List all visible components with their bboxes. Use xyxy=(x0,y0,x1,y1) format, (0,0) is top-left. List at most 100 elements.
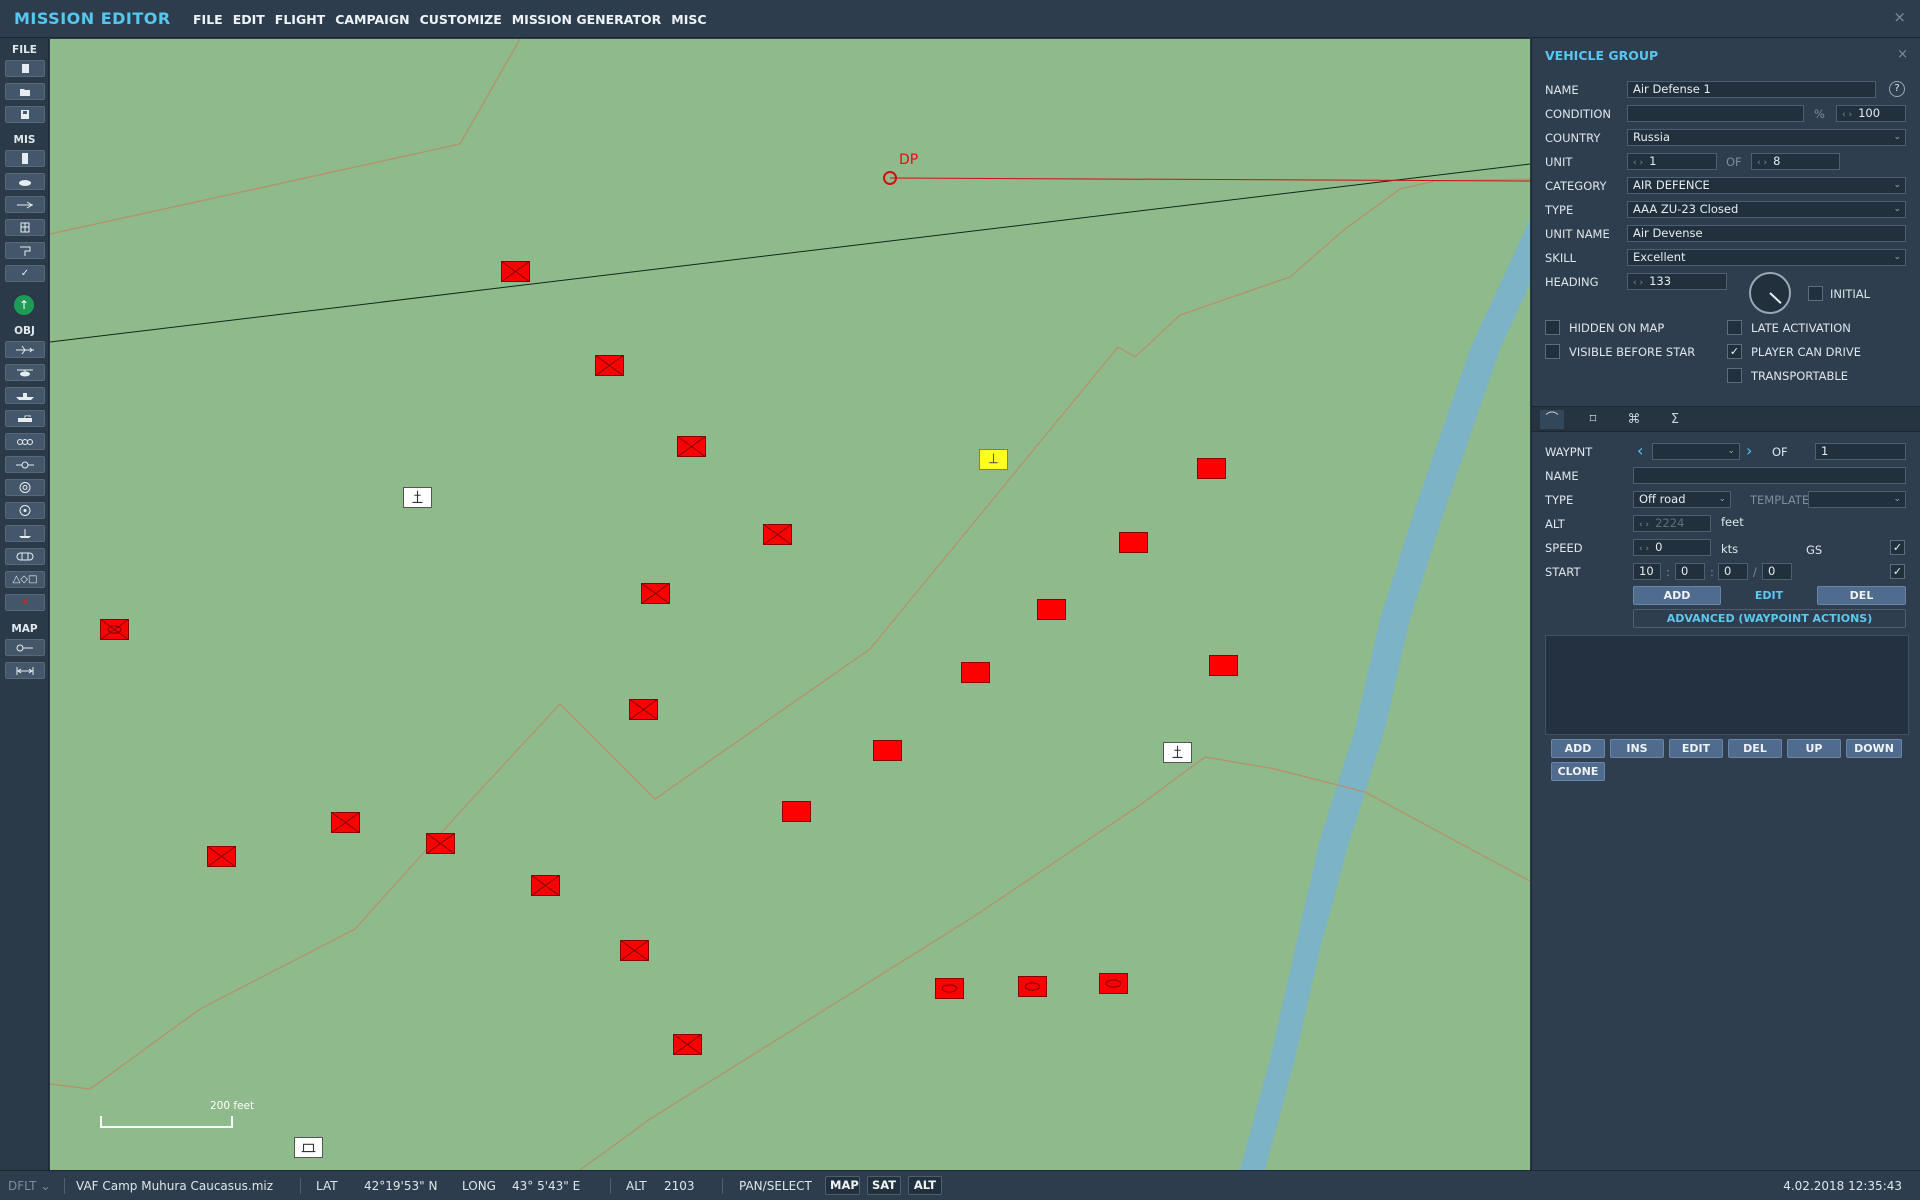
menu-flight[interactable]: FLIGHT xyxy=(274,12,326,27)
action-clone-button[interactable]: CLONE xyxy=(1551,762,1605,781)
static-object-marker[interactable] xyxy=(1163,742,1192,763)
enemy-unit-marker[interactable] xyxy=(961,662,990,683)
waypoint-select[interactable]: ⌄ xyxy=(1652,443,1740,460)
gs-checkbox[interactable]: ✓ xyxy=(1890,540,1905,555)
static-object-icon[interactable] xyxy=(5,433,45,450)
triggered-actions-icon[interactable]: ⌑ xyxy=(1589,412,1597,427)
save-file-icon[interactable] xyxy=(5,106,45,123)
unit-total-stepper[interactable]: ‹ › 8 xyxy=(1751,153,1840,170)
map-options-icon[interactable] xyxy=(5,639,45,656)
alt-mode-button[interactable]: ALT xyxy=(908,1176,942,1195)
payload-icon[interactable]: ⌘ xyxy=(1627,412,1641,427)
country-select[interactable]: Russia ⌄ xyxy=(1627,129,1906,146)
waypoint-type-select[interactable]: Off road ⌄ xyxy=(1633,491,1731,508)
start-hour-input[interactable]: 0 xyxy=(1675,563,1705,580)
open-file-icon[interactable] xyxy=(5,83,45,100)
start-minute-input[interactable]: 0 xyxy=(1718,563,1748,580)
sat-mode-button[interactable]: SAT xyxy=(867,1176,901,1195)
unit-stepper[interactable]: ‹ › 1 xyxy=(1627,153,1717,170)
ship-icon[interactable] xyxy=(5,387,45,404)
route-icon[interactable]: ⌒ xyxy=(1540,410,1564,429)
enemy-unit-marker[interactable] xyxy=(426,833,455,854)
helicopter-icon[interactable] xyxy=(5,364,45,381)
menu-file[interactable]: FILE xyxy=(193,12,223,27)
condition-percent-stepper[interactable]: ‹ › 100 xyxy=(1836,105,1906,122)
enemy-unit-marker[interactable] xyxy=(1119,532,1148,553)
map-mode-button[interactable]: MAP xyxy=(825,1176,860,1195)
zone-icon[interactable] xyxy=(5,502,45,519)
goals-icon[interactable] xyxy=(5,242,45,259)
waypoint-speed-stepper[interactable]: ‹ › 0 xyxy=(1633,539,1711,556)
waypoint-actions-list[interactable] xyxy=(1545,635,1909,735)
action-edit-button[interactable]: EDIT xyxy=(1669,739,1723,758)
enemy-unit-marker[interactable] xyxy=(501,261,530,282)
action-del-button[interactable]: DEL xyxy=(1728,739,1782,758)
compass-icon[interactable]: ↑ xyxy=(14,295,34,315)
menu-customize[interactable]: CUSTOMIZE xyxy=(419,12,502,27)
airbase-icon[interactable] xyxy=(5,456,45,473)
player-can-drive-checkbox[interactable]: ✓ xyxy=(1727,344,1742,359)
advanced-waypoint-actions-button[interactable]: ADVANCED (WAYPOINT ACTIONS) xyxy=(1633,609,1906,628)
summary-icon[interactable]: Σ xyxy=(1670,412,1680,427)
enemy-unit-marker[interactable] xyxy=(873,740,902,761)
skill-select[interactable]: Excellent ⌄ xyxy=(1627,249,1906,266)
briefing-icon[interactable] xyxy=(5,150,45,167)
ruler-icon[interactable] xyxy=(5,662,45,679)
static-object-marker[interactable] xyxy=(294,1137,323,1158)
enemy-unit-marker[interactable] xyxy=(763,524,792,545)
transportable-checkbox[interactable] xyxy=(1727,368,1742,383)
heading-dial[interactable] xyxy=(1749,272,1791,314)
waypoint-name-input[interactable] xyxy=(1633,467,1906,484)
visible-before-start-checkbox[interactable] xyxy=(1545,344,1560,359)
enemy-unit-marker[interactable] xyxy=(100,619,129,640)
template-icon[interactable] xyxy=(5,479,45,496)
action-up-button[interactable]: UP xyxy=(1787,739,1841,758)
enemy-unit-marker[interactable] xyxy=(677,436,706,457)
hidden-on-map-checkbox[interactable] xyxy=(1545,320,1560,335)
template-select[interactable]: ⌄ xyxy=(1808,491,1906,508)
unit-name-input[interactable]: Air Devense xyxy=(1627,225,1906,242)
enemy-unit-marker[interactable] xyxy=(629,699,658,720)
menu-edit[interactable]: EDIT xyxy=(232,12,265,27)
help-icon[interactable]: ? xyxy=(1889,81,1905,97)
heading-stepper[interactable]: ‹ › 133 xyxy=(1627,273,1727,290)
waypoint-next-icon[interactable]: › xyxy=(1746,441,1753,460)
enemy-unit-marker[interactable] xyxy=(531,875,560,896)
type-select[interactable]: AAA ZU-23 Closed ⌄ xyxy=(1627,201,1906,218)
panel-close-icon[interactable]: × xyxy=(1897,47,1908,62)
shapes-icon[interactable]: △◇□ xyxy=(5,571,45,588)
menu-campaign[interactable]: CAMPAIGN xyxy=(335,12,410,27)
start-checkbox[interactable]: ✓ xyxy=(1890,564,1905,579)
enemy-unit-marker[interactable] xyxy=(1037,599,1066,620)
weather-icon[interactable] xyxy=(5,173,45,190)
enemy-unit-marker[interactable] xyxy=(1209,655,1238,676)
nav-point-icon[interactable] xyxy=(5,525,45,542)
action-ins-button[interactable]: INS xyxy=(1610,739,1664,758)
start-day-input[interactable]: 10 xyxy=(1633,563,1661,580)
enemy-unit-marker[interactable] xyxy=(935,978,964,999)
action-add-button[interactable]: ADD xyxy=(1551,739,1605,758)
menu-misc[interactable]: MISC xyxy=(671,12,707,27)
dp-waypoint-marker[interactable] xyxy=(883,171,897,185)
trigger-icon[interactable] xyxy=(5,219,45,236)
bullseye-icon[interactable] xyxy=(5,548,45,565)
initial-checkbox[interactable] xyxy=(1808,286,1823,301)
plane-icon[interactable] xyxy=(5,341,45,358)
delete-icon[interactable]: ✕ xyxy=(5,594,45,611)
menu-mission-generator[interactable]: MISSION GENERATOR xyxy=(511,12,662,27)
group-name-input[interactable]: Air Defense 1 xyxy=(1627,81,1876,98)
enemy-unit-marker[interactable] xyxy=(673,1034,702,1055)
map-view[interactable]: DP 200 feet xyxy=(50,39,1530,1170)
start-second-input[interactable]: 0 xyxy=(1762,563,1792,580)
waypoint-del-button[interactable]: DEL xyxy=(1817,586,1906,605)
enemy-unit-marker[interactable] xyxy=(1018,976,1047,997)
condition-input[interactable] xyxy=(1627,105,1804,122)
ground-unit-icon[interactable] xyxy=(5,410,45,427)
action-down-button[interactable]: DOWN xyxy=(1846,739,1902,758)
category-select[interactable]: AIR DEFENCE ⌄ xyxy=(1627,177,1906,194)
enemy-unit-marker[interactable] xyxy=(1197,458,1226,479)
time-icon[interactable] xyxy=(5,196,45,213)
enemy-unit-marker[interactable] xyxy=(782,801,811,822)
mode-select[interactable]: DFLT ⌄ xyxy=(8,1179,51,1193)
enemy-unit-marker[interactable] xyxy=(595,355,624,376)
